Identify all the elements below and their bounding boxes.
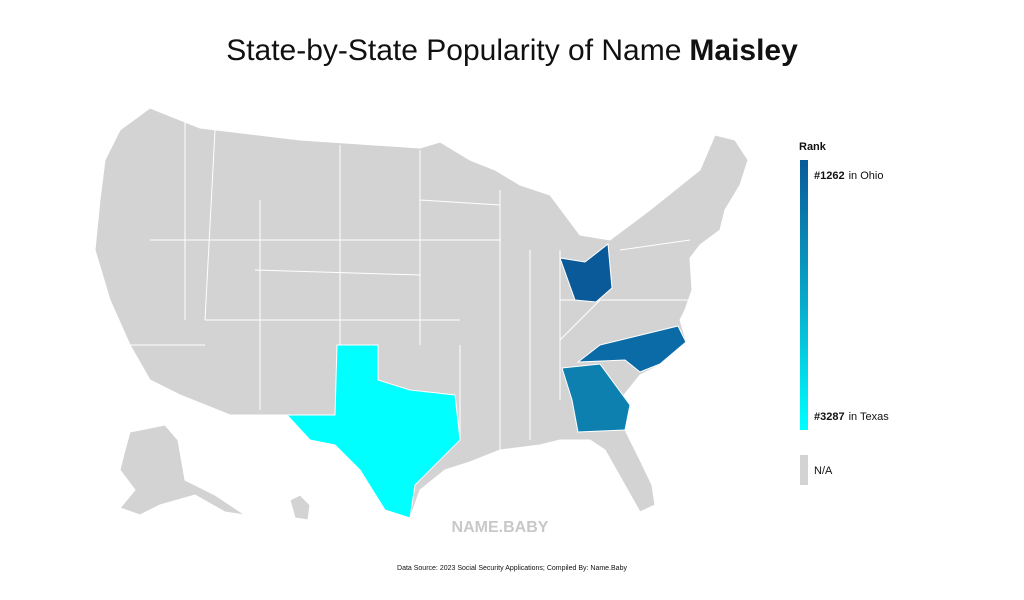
state-georgia <box>561 363 631 433</box>
legend-na: N/A <box>814 465 833 477</box>
legend-top-label: in Ohio <box>849 170 884 182</box>
legend-bottom: #3287 in Texas <box>814 411 889 423</box>
hawaii <box>289 494 311 521</box>
state-north-carolina <box>576 325 687 373</box>
legend-top: #1262 in Ohio <box>814 170 883 182</box>
legend-bottom-label: in Texas <box>849 411 890 423</box>
title-name: Maisley <box>689 34 798 67</box>
watermark: NAME.BABY <box>452 519 549 536</box>
state-texas <box>285 344 461 519</box>
legend-na-swatch <box>800 455 808 485</box>
state-ohio <box>559 243 613 303</box>
us-map <box>94 107 749 521</box>
legend-title: Rank <box>799 141 827 153</box>
state-lines <box>130 122 691 450</box>
legend-bottom-rank: #3287 <box>814 411 845 423</box>
alaska <box>119 424 246 516</box>
legend-gradient <box>800 160 808 430</box>
legend: Rank #1262 in Ohio #3287 in Texas N/A <box>799 141 889 485</box>
title: State-by-State Popularity of Name Maisley <box>226 34 798 67</box>
title-text: State-by-State Popularity of Name <box>226 34 681 67</box>
source: Data Source: 2023 Social Security Applic… <box>397 565 627 572</box>
legend-top-rank: #1262 <box>814 170 845 182</box>
